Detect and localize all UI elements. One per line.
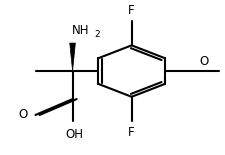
Text: F: F [128,126,134,139]
Text: O: O [18,108,28,121]
Text: O: O [199,55,208,68]
Text: OH: OH [65,128,83,141]
Polygon shape [70,43,75,71]
Text: F: F [128,4,134,17]
Text: 2: 2 [94,30,99,39]
Text: NH: NH [71,24,89,37]
